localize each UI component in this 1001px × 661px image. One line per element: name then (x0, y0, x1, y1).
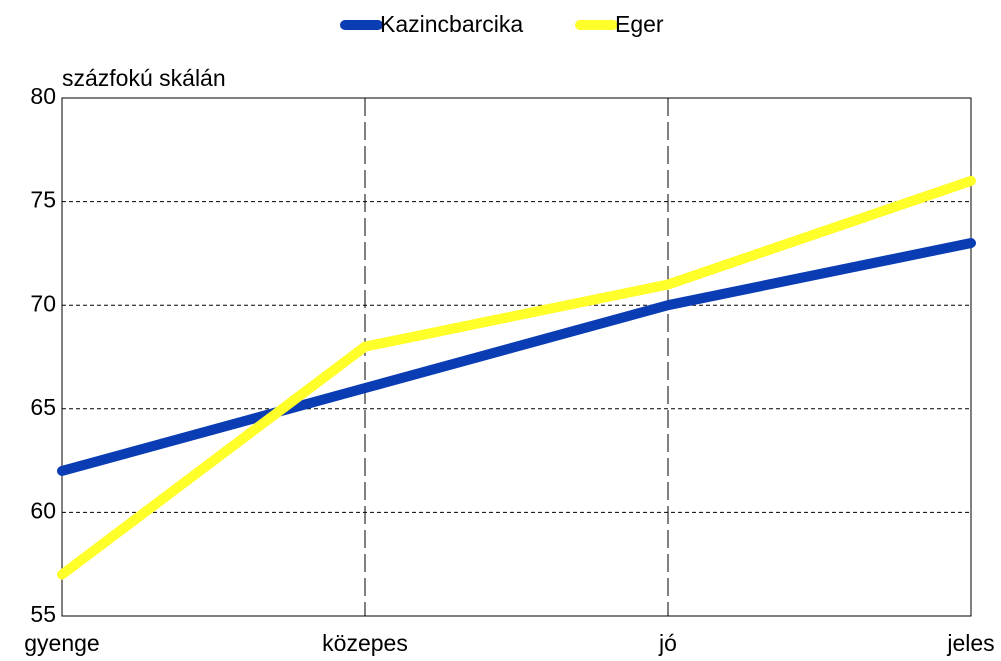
y-tick-label: 70 (30, 290, 56, 316)
plot-border (61, 97, 972, 617)
legend-label: Kazincbarcika (380, 11, 523, 37)
y-tick-label: 75 (30, 187, 56, 213)
series-line (57, 238, 976, 476)
x-tick-label: jó (658, 630, 677, 656)
series-line (57, 175, 976, 580)
x-tick-label: közepes (322, 630, 408, 656)
legend-label: Eger (615, 11, 664, 37)
y-tick-label: 65 (30, 394, 56, 420)
y-tick-label: 60 (30, 497, 56, 523)
y-tick-label: 80 (30, 83, 56, 109)
y-axis-label: százfokú skálán (62, 65, 226, 91)
x-tick-label: jeles (946, 630, 994, 656)
y-tick-label: 55 (30, 601, 56, 627)
x-tick-label: gyenge (24, 630, 99, 656)
